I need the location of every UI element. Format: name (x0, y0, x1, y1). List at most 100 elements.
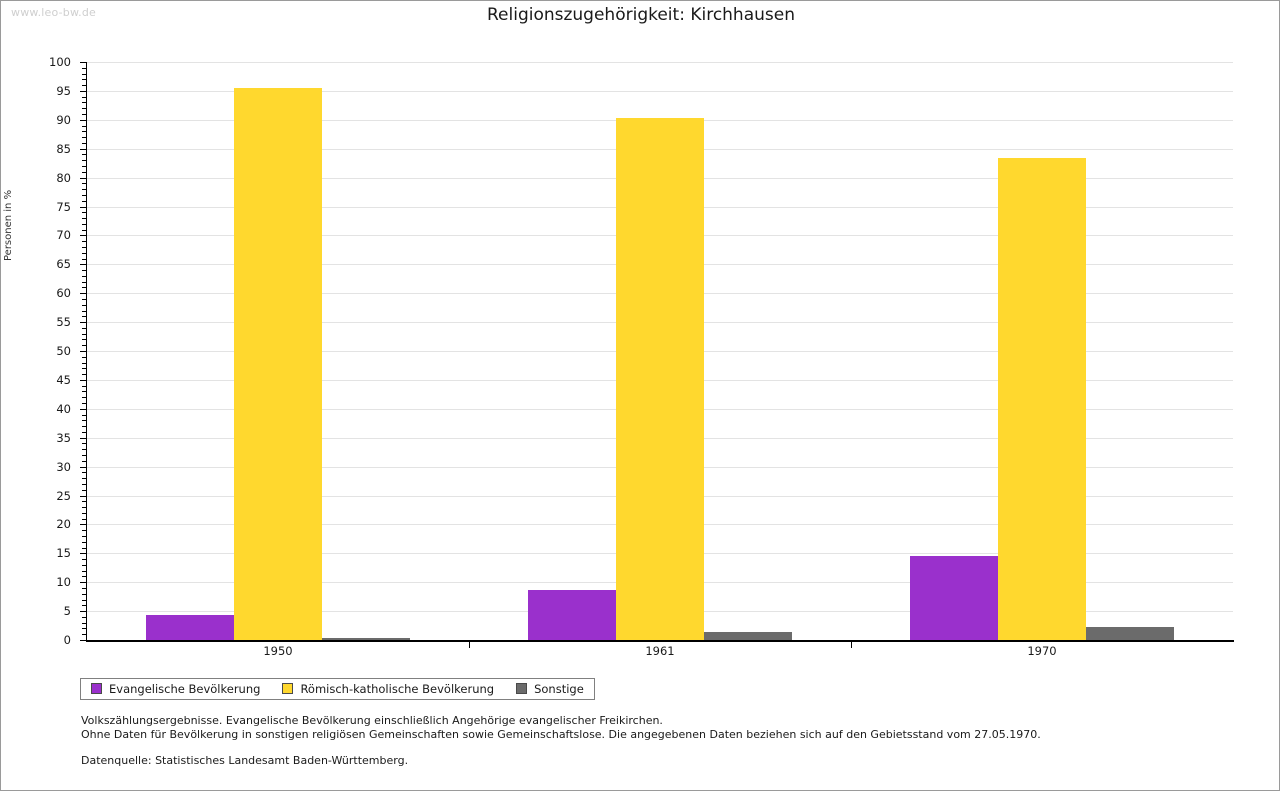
y-axis-minor-tick (82, 229, 86, 231)
bar[interactable] (528, 590, 616, 640)
y-axis-minor-tick (82, 304, 86, 306)
y-axis-minor-tick (82, 194, 86, 196)
gridline (87, 62, 1233, 63)
y-axis-tick-label: 90 (56, 112, 71, 127)
legend-item-label: Evangelische Bevölkerung (109, 681, 261, 696)
y-axis-minor-tick (82, 287, 86, 289)
y-axis-minor-tick (82, 333, 86, 335)
y-axis-minor-tick (82, 85, 86, 87)
legend-item[interactable]: Sonstige (516, 682, 584, 696)
y-axis-minor-tick (82, 102, 86, 104)
y-axis-minor-tick (82, 73, 86, 75)
y-axis-tick-label: 15 (56, 546, 71, 561)
y-axis-minor-tick (82, 483, 86, 485)
bar[interactable] (704, 631, 792, 640)
y-axis-tick (80, 148, 86, 150)
y-axis-minor-tick (82, 154, 86, 156)
y-axis-minor-tick (82, 327, 86, 329)
x-axis-tick (469, 642, 470, 648)
y-axis-tick-label: 85 (56, 141, 71, 156)
y-axis-tick (80, 495, 86, 497)
y-axis-minor-tick (82, 593, 86, 595)
y-axis-minor-tick (82, 125, 86, 127)
y-axis-minor-tick (82, 559, 86, 561)
y-axis-tick-label: 5 (63, 604, 71, 619)
y-axis-minor-tick (82, 443, 86, 445)
page-title: Religionszugehörigkeit: Kirchhausen (486, 5, 795, 25)
y-axis-minor-tick (82, 547, 86, 549)
y-axis-minor-tick (82, 414, 86, 416)
y-axis-minor-tick (82, 241, 86, 243)
y-axis-minor-tick (82, 339, 86, 341)
y-axis-minor-tick (82, 223, 86, 225)
legend-item[interactable]: Römisch-katholische Bevölkerung (282, 682, 494, 696)
y-axis-minor-tick (82, 374, 86, 376)
y-axis-tick (80, 437, 86, 439)
y-axis-minor-tick (82, 258, 86, 260)
y-axis-tick-label: 25 (56, 488, 71, 503)
legend-item[interactable]: Evangelische Bevölkerung (91, 682, 260, 696)
y-axis-minor-tick (82, 628, 86, 630)
y-axis-minor-tick (82, 108, 86, 110)
y-axis-tick-label: 55 (56, 315, 71, 330)
bar[interactable] (616, 118, 704, 640)
y-axis-minor-tick (82, 535, 86, 537)
footnote-line-1: Volkszählungsergebnisse. Evangelische Be… (81, 714, 663, 727)
bar[interactable] (910, 556, 998, 640)
y-axis-tick-label: 45 (56, 372, 71, 387)
y-axis-minor-tick (82, 616, 86, 618)
y-axis-minor-tick (82, 67, 86, 69)
x-axis-tick (851, 642, 852, 648)
chart-legend: Evangelische Bevölkerung Römisch-katholis… (80, 678, 595, 700)
y-axis-minor-tick (82, 142, 86, 144)
footnote-line-2: Ohne Daten für Bevölkerung in sonstigen … (81, 728, 1041, 741)
y-axis-tick (80, 524, 86, 526)
y-axis-minor-tick (82, 420, 86, 422)
y-axis-minor-tick (82, 478, 86, 480)
y-axis-minor-tick (82, 397, 86, 399)
y-axis-tick (80, 90, 86, 92)
footnote-line-3: Datenquelle: Statistisches Landesamt Bad… (81, 754, 409, 767)
y-axis-minor-tick (82, 460, 86, 462)
y-axis-tick-label: 10 (56, 575, 71, 590)
gridline (87, 90, 1233, 92)
bar[interactable] (234, 88, 322, 640)
y-axis-minor-tick (82, 160, 86, 162)
legend-item-label: Römisch-katholische Bevölkerung (300, 681, 495, 696)
y-axis-minor-tick (82, 431, 86, 433)
y-axis-minor-tick (82, 171, 86, 173)
y-axis-tick-label: 40 (56, 401, 71, 416)
y-axis-minor-tick (82, 316, 86, 318)
y-axis-minor-tick (82, 310, 86, 312)
y-axis-tick (80, 351, 86, 352)
y-axis-tick (80, 408, 86, 410)
plot-area (87, 62, 1233, 640)
bar[interactable] (146, 614, 234, 640)
bar[interactable] (998, 157, 1086, 640)
legend-swatch-icon (516, 683, 528, 694)
y-axis-minor-tick (82, 634, 86, 636)
y-axis-minor-tick (82, 96, 86, 98)
y-axis-minor-tick (82, 449, 86, 451)
y-axis-minor-tick (82, 385, 86, 387)
bar[interactable] (1086, 627, 1174, 640)
y-axis-minor-tick (82, 131, 86, 133)
x-axis-tick-label: 1970 (1027, 644, 1057, 658)
y-axis-tick (80, 62, 86, 63)
y-axis-minor-tick (82, 391, 86, 393)
y-axis-minor-tick (82, 426, 86, 428)
y-axis-minor-tick (82, 137, 86, 139)
y-axis-minor-tick (82, 362, 86, 364)
x-axis-line (86, 640, 1234, 642)
y-axis-tick-label: 80 (56, 170, 71, 185)
y-axis-minor-tick (82, 246, 86, 248)
bar[interactable] (322, 638, 410, 640)
watermark: www.leo-bw.de (11, 6, 97, 19)
y-axis-minor-tick (82, 507, 86, 509)
y-axis-minor-tick (82, 281, 86, 283)
y-axis-tick-label: 50 (56, 344, 71, 358)
y-axis-tick (80, 177, 86, 179)
y-axis-tick (80, 119, 86, 121)
y-axis-minor-tick (82, 218, 86, 220)
x-axis-tick-label: 1950 (263, 644, 293, 658)
